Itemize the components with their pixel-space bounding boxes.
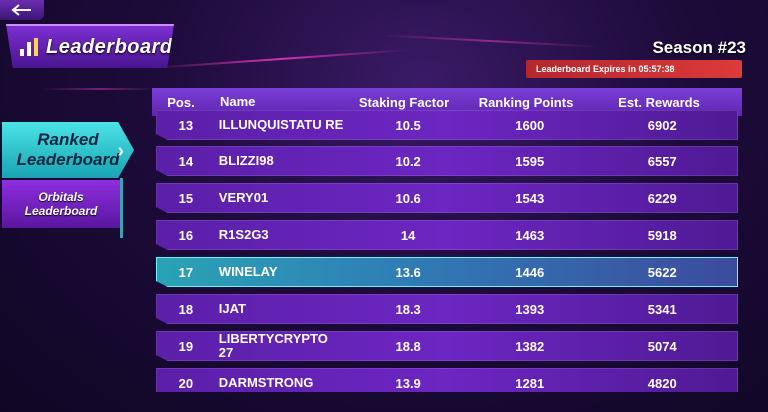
- cell-name: IJAT: [218, 301, 247, 317]
- background-streak: [40, 88, 160, 90]
- title-banner: Leaderboard: [6, 24, 174, 68]
- tab-ranked-leaderboard[interactable]: Ranked Leaderboard ›: [2, 122, 134, 178]
- cell-pos: 20: [178, 375, 194, 391]
- table-row[interactable]: 19 LIBERTYCRYPTO 27 18.8 1382 5074: [156, 331, 738, 361]
- table-row[interactable]: 15 VERY01 10.6 1543 6229: [156, 183, 738, 213]
- background-streak: [380, 34, 600, 48]
- leaderboard-table[interactable]: Pos. Name Staking Factor Ranking Points …: [152, 88, 742, 392]
- cell-ranking: 1281: [515, 375, 545, 391]
- cell-pos: 17: [178, 264, 194, 280]
- cell-staking: 13.9: [395, 375, 421, 391]
- back-arrow-icon: [11, 4, 31, 16]
- cell-pos: 14: [178, 153, 194, 169]
- table-row[interactable]: 14 BLIZZI98 10.2 1595 6557: [156, 146, 738, 176]
- cell-name: R1S2G3: [218, 227, 269, 243]
- cell-staking: 13.6: [395, 264, 421, 280]
- cell-staking: 10.6: [395, 190, 421, 206]
- cell-pos: 13: [178, 117, 194, 133]
- table-row[interactable]: 13 ILLUNQUISTATU RE 10.5 1600 6902: [156, 110, 738, 140]
- chevron-right-icon: ›: [117, 140, 124, 162]
- cell-ranking: 1463: [515, 227, 545, 243]
- tab-orbitals-leaderboard[interactable]: Orbitals Leaderboard: [2, 180, 120, 228]
- tab-label: Ranked: [37, 130, 99, 150]
- header-ranking: Ranking Points: [478, 94, 574, 110]
- cell-staking: 10.2: [395, 153, 421, 169]
- tab-divider: [120, 178, 123, 238]
- cell-name: VERY01: [218, 190, 269, 206]
- cell-pos: 19: [178, 338, 194, 354]
- header-pos: Pos.: [167, 94, 195, 110]
- table-row[interactable]: 16 R1S2G3 14 1463 5918: [156, 220, 738, 250]
- cell-rewards: 4820: [647, 375, 677, 391]
- back-button[interactable]: [0, 0, 44, 20]
- cell-rewards: 6557: [647, 153, 677, 169]
- cell-ranking: 1600: [515, 117, 545, 133]
- background-streak: [150, 48, 410, 70]
- cell-ranking: 1446: [515, 264, 545, 280]
- tab-label: Leaderboard: [24, 204, 98, 218]
- cell-staking: 14: [400, 227, 416, 243]
- expires-banner: Leaderboard Expires in 05:57:38: [526, 60, 742, 78]
- cell-rewards: 6229: [647, 190, 677, 206]
- page-title: Leaderboard: [46, 35, 173, 58]
- cell-rewards: 5918: [647, 227, 677, 243]
- leaderboard-icon: [20, 38, 38, 56]
- tab-label: Leaderboard: [16, 150, 120, 169]
- cell-staking: 10.5: [395, 117, 421, 133]
- header-rewards: Est. Rewards: [618, 94, 700, 110]
- cell-staking: 18.3: [395, 301, 421, 317]
- table-row[interactable]: 20 DARMSTRONG 13.9 1281 4820: [156, 368, 738, 392]
- cell-ranking: 1595: [515, 153, 545, 169]
- cell-pos: 15: [178, 190, 194, 206]
- cell-name: WINELAY: [218, 264, 278, 280]
- cell-ranking: 1382: [515, 338, 545, 354]
- cell-name: ILLUNQUISTATU RE: [218, 117, 344, 133]
- cell-pos: 18: [178, 301, 194, 317]
- table-row-current-player[interactable]: 17 WINELAY 13.6 1446 5622: [156, 257, 738, 287]
- season-label: Season #23: [652, 38, 746, 57]
- cell-staking: 18.8: [395, 338, 421, 354]
- cell-rewards: 5622: [647, 264, 677, 280]
- header-staking: Staking Factor: [358, 94, 450, 110]
- cell-rewards: 5341: [647, 301, 677, 317]
- header-name: Name: [220, 94, 256, 110]
- cell-pos: 16: [178, 227, 194, 243]
- cell-ranking: 1393: [515, 301, 545, 317]
- table-row[interactable]: 18 IJAT 18.3 1393 5341: [156, 294, 738, 324]
- cell-rewards: 6902: [647, 117, 677, 133]
- cell-rewards: 5074: [647, 338, 677, 354]
- cell-name: LIBERTYCRYPTO 27: [218, 331, 328, 360]
- tab-label: Orbitals: [38, 189, 84, 204]
- cell-ranking: 1543: [515, 190, 545, 206]
- cell-name: BLIZZI98: [218, 153, 274, 169]
- cell-name: DARMSTRONG: [218, 375, 314, 391]
